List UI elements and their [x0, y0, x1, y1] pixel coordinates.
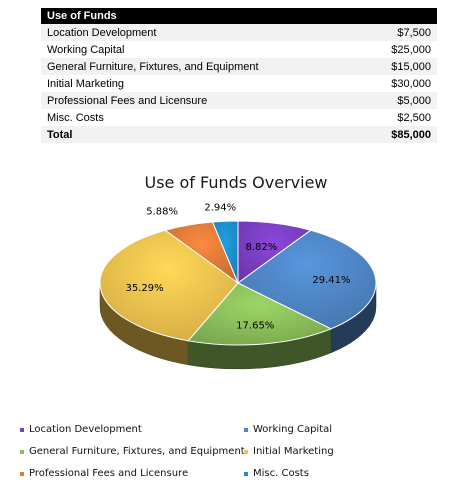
pie-data-label: 5.88% — [146, 207, 178, 218]
row-label: Professional Fees and Licensure — [47, 94, 208, 107]
legend-label: Misc. Costs — [253, 468, 309, 479]
row-amount: $30,000 — [391, 77, 431, 90]
row-amount: $2,500 — [397, 111, 431, 124]
row-label: General Furniture, Fixtures, and Equipme… — [47, 60, 259, 73]
table-row: Working Capital $25,000 — [41, 41, 437, 58]
legend-item: Misc. Costs — [244, 468, 309, 479]
legend-swatch — [20, 427, 24, 432]
legend-swatch — [20, 471, 24, 476]
pie-data-label: 29.41% — [312, 275, 350, 286]
total-amount: $85,000 — [341, 126, 437, 143]
pie-data-labels: 8.82% 29.41% 17.65% 35.29% 5.88% 2.94% — [125, 202, 350, 331]
table-row: Initial Marketing $30,000 — [41, 75, 437, 92]
table-row: General Furniture, Fixtures, and Equipme… — [41, 58, 437, 75]
legend-label: Location Development — [29, 424, 142, 435]
legend-label: General Furniture, Fixtures, and Equipme… — [29, 446, 245, 457]
pie-slices — [99, 220, 377, 346]
legend-label: Initial Marketing — [253, 446, 334, 457]
table-row: Professional Fees and Licensure $5,000 — [41, 92, 437, 109]
pie-chart: 8.82% 29.41% 17.65% 35.29% 5.88% 2.94% — [99, 202, 377, 370]
row-amount: $15,000 — [391, 60, 431, 73]
row-amount: $5,000 — [397, 94, 431, 107]
pie-slice-misc-costs — [211, 220, 239, 284]
legend-item: Initial Marketing — [244, 446, 334, 457]
pie-data-label: 8.82% — [246, 242, 278, 253]
row-label: Misc. Costs — [47, 111, 104, 124]
chart-legend: Location Development Working Capital Gener… — [0, 418, 472, 486]
legend-item: General Furniture, Fixtures, and Equipme… — [20, 446, 245, 457]
table-header-row: Use of Funds — [41, 8, 437, 24]
legend-item: Working Capital — [244, 424, 332, 435]
table-row: Misc. Costs $2,500 — [41, 109, 437, 126]
use-of-funds-table: Use of Funds Location Development $7,500… — [41, 8, 437, 143]
legend-item: Professional Fees and Licensure — [20, 468, 188, 479]
row-label: Location Development — [47, 26, 157, 39]
table-header: Use of Funds — [41, 8, 437, 24]
legend-swatch — [20, 449, 24, 454]
pie-data-label: 2.94% — [204, 202, 236, 213]
table-total-row: Total $85,000 — [41, 126, 437, 143]
row-label: Initial Marketing — [47, 77, 125, 90]
table-row: Location Development $7,500 — [41, 24, 437, 41]
row-amount: $7,500 — [397, 26, 431, 39]
legend-item: Location Development — [20, 424, 142, 435]
legend-label: Working Capital — [253, 424, 333, 435]
legend-swatch — [244, 427, 248, 432]
legend-swatch — [244, 471, 248, 476]
chart-title: Use of Funds Overview — [144, 173, 328, 192]
pie-slice-general-furniture-fixtures-and-equipment — [187, 282, 333, 346]
pie-slice-initial-marketing — [99, 229, 239, 342]
pie-data-label: 35.29% — [125, 283, 163, 294]
pie-data-label: 17.65% — [236, 320, 274, 331]
row-amount: $25,000 — [391, 43, 431, 56]
legend-label: Professional Fees and Licensure — [29, 468, 189, 479]
total-label: Total — [41, 126, 341, 143]
pie-slice-working-capital — [237, 229, 377, 330]
pie-chart-area: Use of Funds Overview 8.82% 29.41% 17.65% 3… — [0, 160, 472, 486]
row-label: Working Capital — [47, 43, 125, 56]
legend-swatch — [244, 449, 248, 454]
